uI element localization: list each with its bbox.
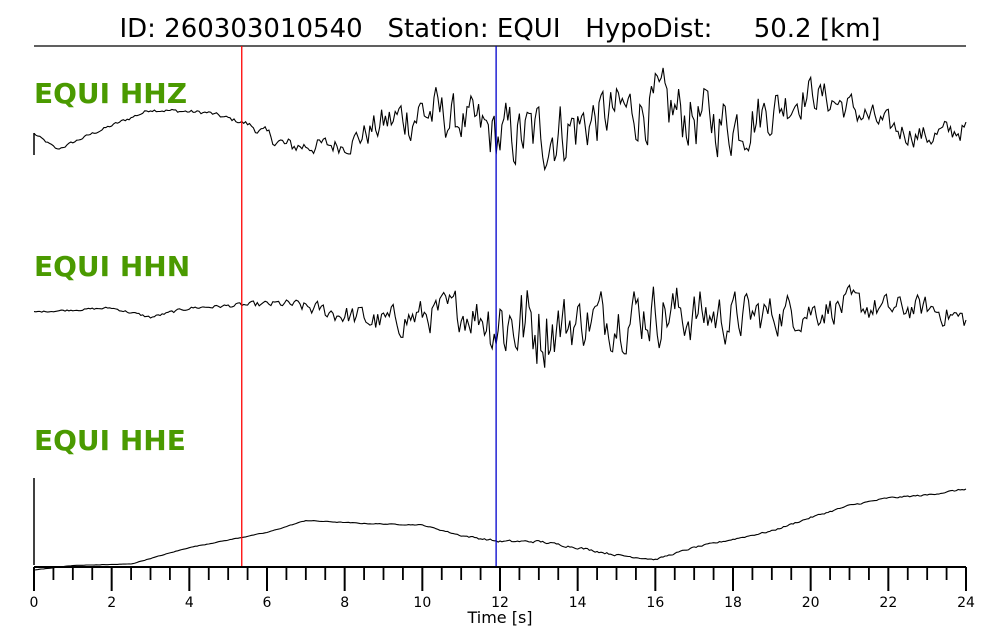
- series-label-hhn: EQUI HHN: [34, 250, 190, 283]
- x-tick-label: 20: [802, 595, 820, 611]
- chart-title: ID: 260303010540 Station: EQUI HypoDist:…: [119, 14, 880, 44]
- x-tick-label: 16: [646, 595, 664, 611]
- x-tick-label: 10: [413, 595, 431, 611]
- series-trace-hhe: [33, 488, 967, 571]
- x-tick-label: 8: [340, 595, 349, 611]
- x-axis-label: Time [s]: [466, 608, 532, 627]
- pick-lines: [241, 46, 497, 567]
- series-label-hhz: EQUI HHZ: [34, 77, 187, 110]
- x-tick-label: 14: [569, 595, 587, 611]
- x-tick-label: 2: [107, 595, 116, 611]
- x-tick-label: 24: [957, 595, 975, 611]
- x-tick-label: 4: [185, 595, 194, 611]
- x-tick-label: 22: [879, 595, 897, 611]
- x-tick-label: 0: [30, 595, 39, 611]
- x-tick-label: 18: [724, 595, 742, 611]
- trace-group: [33, 67, 967, 571]
- x-tick-label: 12: [491, 595, 509, 611]
- x-tick-label: 6: [263, 595, 272, 611]
- series-trace-hhn: [33, 284, 967, 368]
- series-label-hhe: EQUI HHE: [34, 424, 186, 457]
- series-trace-hhz: [33, 67, 967, 172]
- x-axis-ticks: 0 2 4 6 8 10 12 14 16 18 20 22 24: [30, 567, 975, 611]
